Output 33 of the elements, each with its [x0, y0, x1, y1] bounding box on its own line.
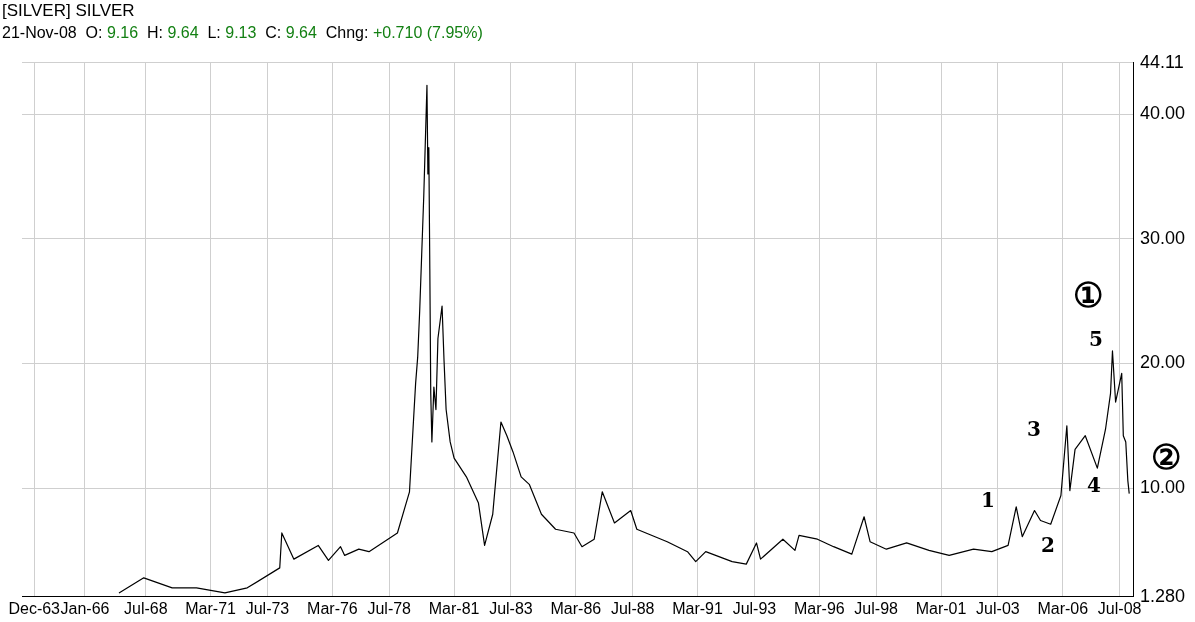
x-tick-label: Mar-76 [307, 599, 358, 617]
x-tick-label: Dec-63 [8, 599, 61, 617]
text: ② [1151, 436, 1181, 477]
x-tick-label: Jul-83 [489, 599, 533, 617]
annotation: 2 [1041, 533, 1055, 558]
x-tick-label: Jul-98 [854, 599, 899, 617]
y-tick-label: 40.00 [1139, 103, 1185, 124]
x-tick-label: Jul-68 [123, 599, 168, 617]
x-tick-label: Jul-03 [976, 599, 1020, 617]
y-tick-label: 10.00 [1139, 477, 1185, 498]
chart-title: [SILVER] SILVER [2, 0, 136, 22]
x-tick-label: Jul-08 [1097, 599, 1142, 617]
x-tick-label: Mar-71 [185, 599, 237, 617]
x-tick-label: Jul-93 [732, 599, 777, 617]
y-tick-label: 30.00 [1139, 227, 1185, 248]
x-tick-label: Mar-81 [428, 599, 480, 617]
x-tick-label: Mar-86 [550, 599, 602, 617]
annotation: 4 [1087, 473, 1102, 498]
y-tick-label: 20.00 [1139, 352, 1185, 373]
text: 21-Nov-08 O: 9.16 H: 9.64 L: 9.13 C: 9.64 Chng: +0.710 (7.95%) [2, 24, 483, 41]
x-tick-label: Jan-66 [60, 599, 110, 617]
x-tick-label: Mar-91 [672, 599, 724, 617]
y-tick-label: 44.11 [1139, 51, 1184, 72]
x-tick-label: Jul-73 [245, 599, 290, 617]
x-tick-label: Jul-78 [367, 599, 412, 617]
annotation: ① [1073, 274, 1103, 315]
annotation: 5 [1089, 327, 1103, 352]
x-tick-label: Mar-06 [1037, 599, 1089, 617]
annotation: 3 [1027, 417, 1041, 442]
x-tick-label: Mar-01 [915, 599, 967, 617]
x-tick-label: Jul-88 [610, 599, 655, 617]
annotation: 1 [981, 488, 995, 513]
x-tick-label: Mar-96 [794, 599, 845, 617]
